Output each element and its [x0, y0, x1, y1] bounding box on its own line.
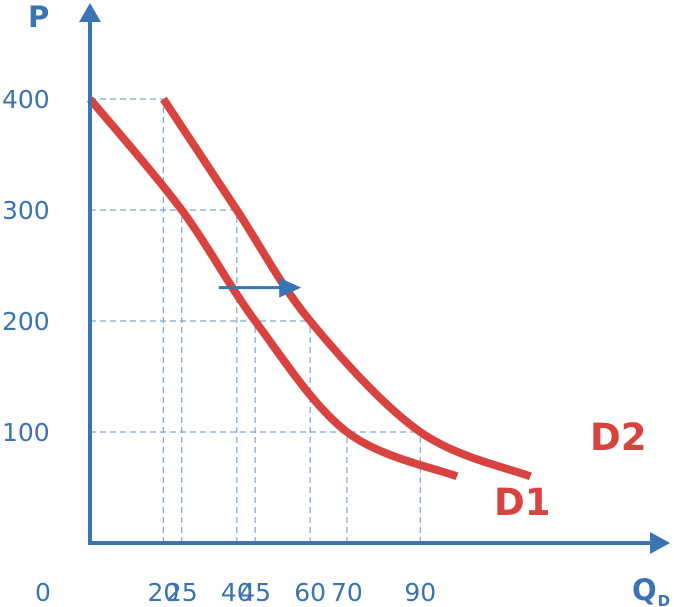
y-axis-arrowhead [79, 3, 101, 22]
curve-label-d1: D1 [494, 481, 550, 524]
x-tick-label: 60 [294, 578, 326, 607]
axes [79, 3, 670, 554]
y-axis-title: P [28, 0, 49, 34]
guide-lines [90, 98, 421, 543]
y-tick-label: 100 [2, 418, 50, 447]
x-tick-label: 45 [239, 578, 271, 607]
x-tick-label: 40 [221, 578, 253, 607]
x-tick-label: 90 [404, 578, 436, 607]
demand-curves [86, 96, 532, 481]
x-axis-title-main: Q [632, 573, 657, 607]
curve-label-d2: D2 [590, 416, 646, 459]
x-tick-label: 25 [166, 578, 198, 607]
shift-arrow [218, 277, 302, 298]
curve-d2 [160, 96, 532, 481]
y-tick-label: 300 [2, 196, 50, 225]
origin-label: 0 [35, 578, 51, 607]
x-tick-label: 70 [331, 578, 363, 607]
y-tick-label: 200 [2, 307, 50, 336]
y-tick-label: 400 [2, 85, 50, 114]
x-axis-title: QD [632, 573, 670, 607]
x-tick-label: 20 [147, 578, 179, 607]
x-axis-arrowhead [650, 532, 670, 554]
curve-d1 [86, 96, 459, 481]
x-axis-title-subscript: D [658, 592, 670, 607]
shift-arrow-head [279, 277, 302, 298]
